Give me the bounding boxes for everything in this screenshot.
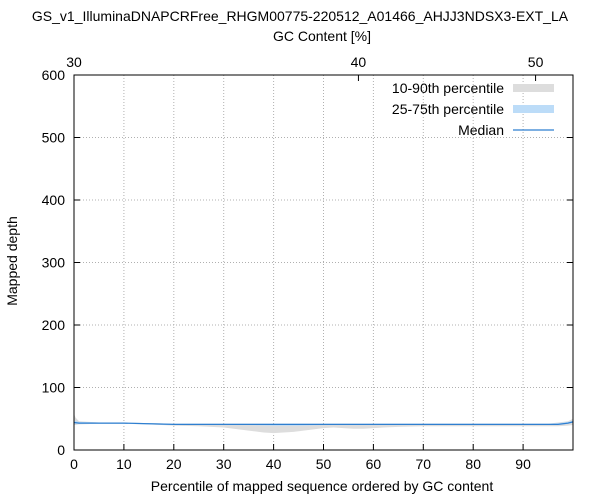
x-tick-label: 60 — [366, 456, 382, 472]
x-tick-label: 40 — [266, 456, 282, 472]
x-tick-label: 20 — [166, 456, 182, 472]
legend-swatch — [513, 84, 554, 92]
top-tick-label: 30 — [66, 54, 82, 70]
y-axis-label: Mapped depth — [4, 216, 20, 306]
series-layer — [73, 413, 574, 434]
x-tick-label: 50 — [316, 456, 332, 472]
y-tick-label: 100 — [42, 380, 66, 396]
legend-label: 25-75th percentile — [392, 101, 504, 117]
y-tick-label: 200 — [42, 317, 66, 333]
legend-label: Median — [458, 122, 504, 138]
x-tick-label: 30 — [216, 456, 232, 472]
plot-frame — [73, 74, 574, 451]
y-tick-label: 0 — [57, 442, 65, 458]
grid — [74, 75, 573, 450]
legend: 10-90th percentile 25-75th percentile Medi… — [392, 80, 554, 138]
tick-labels: 0 10 20 30 40 50 60 70 80 90010020030040050060030… — [42, 54, 544, 472]
y-tick-label: 500 — [42, 130, 66, 146]
y-tick-label: 300 — [42, 255, 66, 271]
legend-label: 10-90th percentile — [392, 80, 504, 96]
x-tick-label: 0 — [70, 456, 78, 472]
x-axis-label: Percentile of mapped sequence ordered by… — [151, 478, 494, 494]
top-tick-label: 50 — [528, 54, 544, 70]
x-tick-label: 10 — [116, 456, 132, 472]
line-median — [73, 421, 574, 425]
top-axis-label: GC Content [%] — [273, 28, 371, 44]
y-tick-label: 600 — [42, 67, 66, 83]
x-tick-label: 90 — [515, 456, 531, 472]
x-tick-label: 80 — [465, 456, 481, 472]
x-tick-label: 70 — [416, 456, 432, 472]
chart-title: GS_v1_IlluminaDNAPCRFree_RHGM00775-22051… — [32, 8, 569, 24]
legend-swatch — [513, 105, 554, 113]
y-tick-label: 400 — [42, 192, 66, 208]
top-tick-label: 40 — [351, 54, 367, 70]
